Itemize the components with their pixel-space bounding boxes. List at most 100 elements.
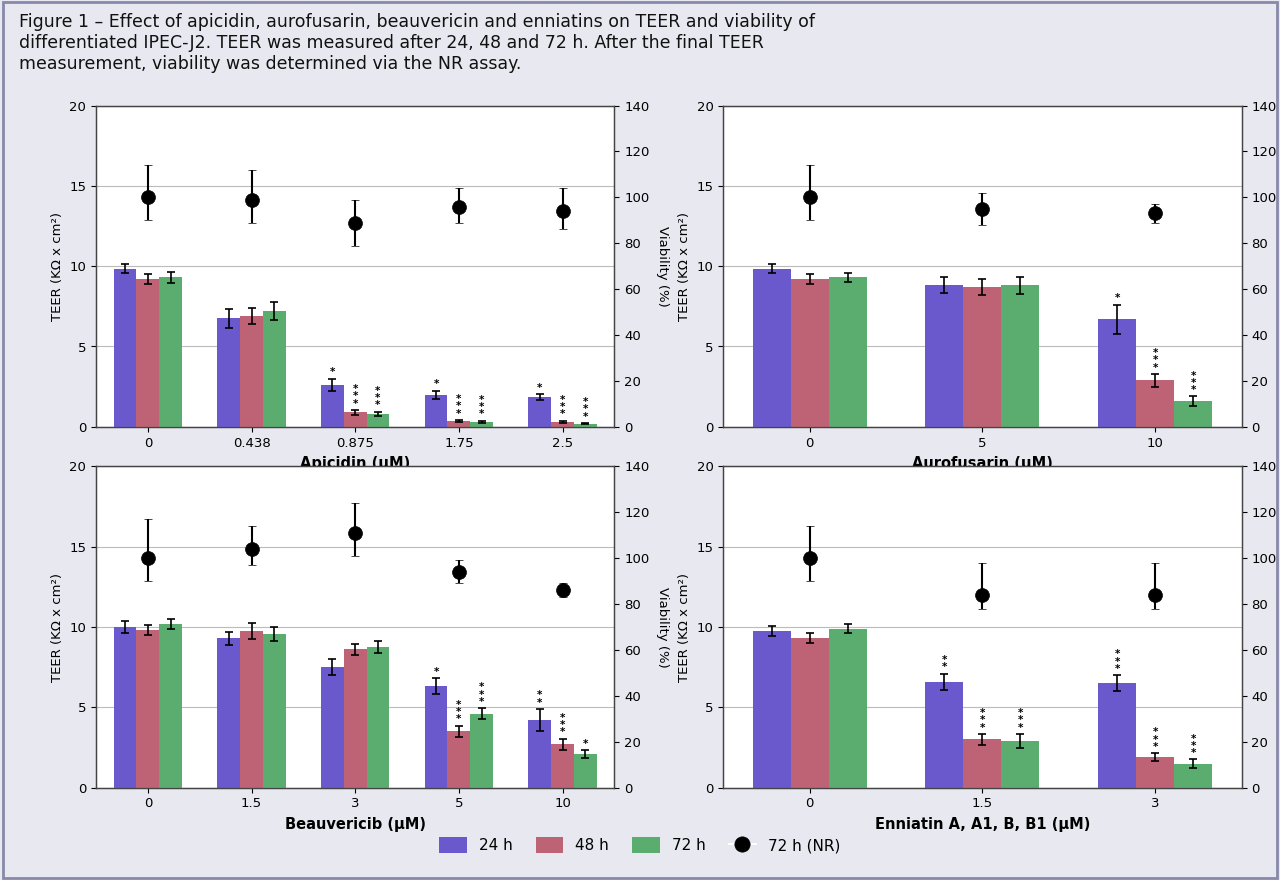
- Bar: [241, 316, 262, 427]
- Bar: [828, 628, 867, 788]
- Text: *: *: [979, 715, 986, 725]
- Bar: [262, 312, 285, 427]
- Bar: [366, 647, 389, 788]
- Bar: [552, 422, 573, 427]
- Bar: [1001, 741, 1039, 788]
- Text: *: *: [559, 720, 566, 730]
- Text: *: *: [538, 691, 543, 700]
- Text: *: *: [375, 385, 380, 396]
- Text: *: *: [1190, 748, 1196, 759]
- Bar: [470, 422, 493, 427]
- Bar: [925, 284, 964, 427]
- Text: *: *: [352, 392, 358, 401]
- Text: *: *: [582, 397, 588, 407]
- Bar: [218, 319, 241, 427]
- Text: *: *: [352, 399, 358, 408]
- Text: *: *: [942, 655, 947, 665]
- Text: *: *: [1152, 742, 1158, 752]
- Text: *: *: [582, 738, 588, 749]
- Text: *: *: [1018, 722, 1023, 732]
- Bar: [137, 279, 159, 427]
- Text: *: *: [479, 690, 484, 700]
- Text: *: *: [330, 367, 335, 378]
- Bar: [529, 397, 552, 427]
- Text: Figure 1 – Effect of apicidin, aurofusarin, beauvericin and enniatins on TEER an: Figure 1 – Effect of apicidin, aurofusar…: [19, 13, 815, 73]
- Bar: [425, 686, 448, 788]
- Text: *: *: [1152, 728, 1158, 737]
- X-axis label: Aurofusarin (μM): Aurofusarin (μM): [911, 457, 1053, 472]
- Bar: [552, 744, 573, 788]
- Bar: [241, 631, 262, 788]
- Bar: [366, 414, 389, 427]
- Text: *: *: [1190, 370, 1196, 380]
- Text: *: *: [979, 722, 986, 732]
- Bar: [1001, 285, 1039, 427]
- Text: *: *: [559, 402, 566, 412]
- Bar: [791, 279, 828, 427]
- Text: *: *: [352, 385, 358, 394]
- Bar: [114, 627, 137, 788]
- Text: *: *: [456, 408, 462, 419]
- Text: *: *: [1190, 734, 1196, 744]
- Bar: [1098, 683, 1137, 788]
- Bar: [425, 394, 448, 427]
- Y-axis label: Viability (%): Viability (%): [655, 226, 669, 306]
- Bar: [1174, 764, 1212, 788]
- Text: *: *: [1190, 385, 1196, 395]
- Bar: [1174, 401, 1212, 427]
- Bar: [159, 624, 182, 788]
- Bar: [1137, 757, 1174, 788]
- Y-axis label: Viability (%): Viability (%): [655, 587, 669, 667]
- Bar: [964, 287, 1001, 427]
- Text: *: *: [979, 708, 986, 718]
- Text: *: *: [559, 728, 566, 737]
- Bar: [1098, 319, 1137, 427]
- Text: *: *: [559, 713, 566, 722]
- Text: *: *: [456, 715, 462, 724]
- Text: *: *: [456, 394, 462, 404]
- Text: *: *: [942, 663, 947, 672]
- Text: *: *: [538, 698, 543, 708]
- Bar: [448, 422, 470, 427]
- Text: *: *: [479, 697, 484, 707]
- Bar: [573, 754, 596, 788]
- Bar: [262, 634, 285, 788]
- Bar: [218, 638, 241, 788]
- Text: *: *: [434, 379, 439, 389]
- Bar: [344, 649, 366, 788]
- Legend: 24 h, 48 h, 72 h, 72 h (NR): 24 h, 48 h, 72 h, 72 h (NR): [433, 831, 847, 859]
- Text: *: *: [479, 409, 484, 420]
- Bar: [448, 731, 470, 788]
- Bar: [137, 630, 159, 788]
- X-axis label: Apicidin (μM): Apicidin (μM): [300, 457, 411, 472]
- Bar: [321, 385, 344, 427]
- Text: *: *: [1152, 363, 1158, 372]
- Text: *: *: [1190, 741, 1196, 751]
- Text: *: *: [1115, 293, 1120, 304]
- Text: *: *: [1152, 348, 1158, 358]
- X-axis label: Enniatin A, A1, B, B1 (μM): Enniatin A, A1, B, B1 (μM): [874, 818, 1091, 832]
- Text: *: *: [538, 383, 543, 392]
- Text: *: *: [456, 700, 462, 710]
- Bar: [114, 268, 137, 427]
- Bar: [159, 277, 182, 427]
- Bar: [344, 413, 366, 427]
- Bar: [925, 682, 964, 788]
- Text: *: *: [1115, 649, 1120, 659]
- Text: *: *: [456, 708, 462, 717]
- Bar: [529, 720, 552, 788]
- Text: *: *: [479, 682, 484, 693]
- Bar: [753, 631, 791, 788]
- Y-axis label: TEER (KΩ x cm²): TEER (KΩ x cm²): [678, 212, 691, 320]
- Text: *: *: [479, 402, 484, 412]
- Bar: [1137, 380, 1174, 427]
- Text: *: *: [1018, 708, 1023, 718]
- Bar: [964, 739, 1001, 788]
- Bar: [573, 423, 596, 427]
- Y-axis label: TEER (KΩ x cm²): TEER (KΩ x cm²): [51, 212, 64, 320]
- Bar: [321, 667, 344, 788]
- Bar: [470, 714, 493, 788]
- Y-axis label: TEER (KΩ x cm²): TEER (KΩ x cm²): [678, 573, 691, 681]
- Text: *: *: [559, 395, 566, 405]
- Bar: [791, 638, 828, 788]
